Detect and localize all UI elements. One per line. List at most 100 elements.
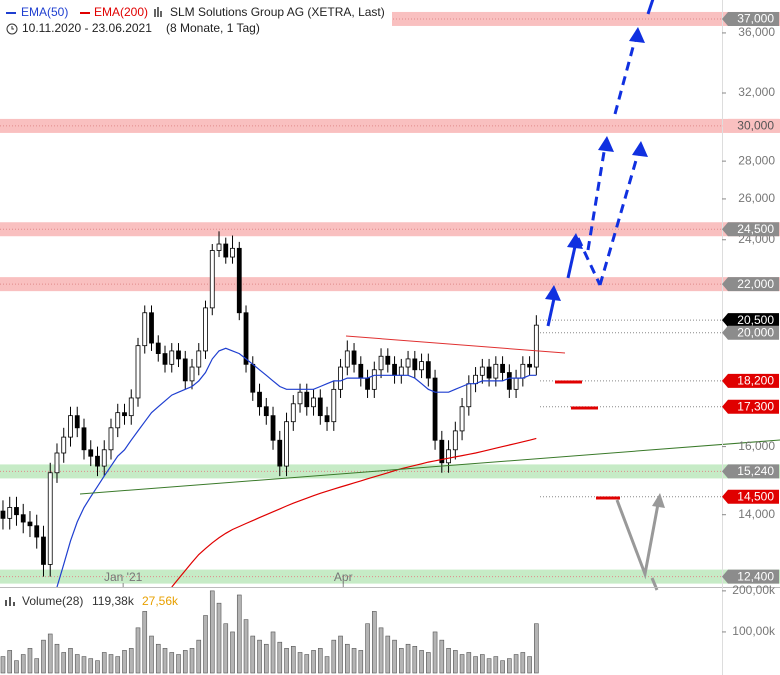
candle-body [527,363,532,368]
candle-body [520,363,526,379]
volume-bar [304,654,310,674]
volume-bar [203,615,208,674]
candle-body [34,525,40,538]
level-box [722,489,779,504]
volume-bar [344,643,350,674]
level-label: 24,500 [737,222,774,236]
candle-body [412,358,418,371]
candle-body [128,397,134,417]
volume-bar [61,652,67,674]
candle-body [203,307,208,352]
candle-body [270,415,276,441]
candle-body [74,415,80,429]
candle-body [182,358,188,382]
candle-body [351,350,357,365]
duration: (8 Monate, 1 Tag) [166,21,260,35]
stop-marks [555,380,620,500]
chart-title: SLM Solutions Group AG (XETRA, Last) [170,5,385,19]
volume-average: 27,56k [142,594,179,608]
volume-bar [176,654,181,674]
candle-body [479,366,485,376]
y-tick-label: 32,000 [738,85,775,99]
volume-bar [162,648,168,674]
level-box [722,464,779,479]
volume-bar [182,650,188,674]
volume-bar [520,652,526,674]
volume-bar [473,656,478,674]
level-box [722,277,779,292]
volume-bar [243,619,249,674]
volume-bar [358,650,364,674]
volume-bar [263,643,269,674]
candle-body [115,412,121,429]
forecast-arrows [546,0,655,327]
volume-bar [14,660,19,674]
candle-body [108,427,114,451]
x-tick-label: Apr [334,570,353,584]
volume-bar [236,594,242,674]
volume-bar [338,635,343,674]
clock-hand [11,26,14,30]
candle-body [378,355,384,371]
x-tick-label: Jan '21 [104,570,143,584]
volume-bar [74,654,80,674]
candle-body [68,415,73,438]
volume-bar [392,639,397,674]
volume-bar [209,590,215,674]
legend-label: EMA(200) [94,5,148,19]
volume-bar [513,654,519,674]
candle-body [385,355,391,365]
volume-bar [378,627,384,674]
volume-bar [0,656,6,674]
volume-bar [453,650,458,674]
volume-bar [135,627,141,674]
volume-bar [7,650,13,674]
volume-bar [480,654,485,674]
volume-bar [108,654,114,674]
volume-bar [324,656,330,674]
volume-bar [493,656,499,674]
level-box [722,313,779,328]
candle-body [297,391,303,405]
level-box [722,399,779,414]
level-bands [0,11,780,584]
level-label: 37,000 [737,12,774,26]
arrow-heads [545,27,648,301]
header: EMA(50) EMA(200) SLM Solutions Group AG … [6,5,385,35]
level-box [722,325,779,340]
volume-bar [54,643,60,674]
candle-body [88,449,94,457]
volume-value: 119,38k [92,594,135,608]
y-tick-label: 16,000 [738,439,775,453]
candle-body [324,415,330,423]
candle-body [176,350,181,360]
level-box [722,11,779,26]
candle-body [0,510,6,519]
volume-bar [405,643,411,674]
volume-bar [81,656,87,674]
ema-line [171,437,537,588]
volume-bar [149,635,154,674]
volume-bar [68,648,73,674]
volume-bar [297,652,303,674]
candle-body [317,397,323,417]
volume-bar [27,648,33,674]
volume-bar [115,656,121,674]
volume-bar [270,631,276,674]
candle-body [257,391,262,408]
level-label: 18,200 [737,374,774,388]
candle-body [500,363,505,373]
trend-line [345,335,566,354]
volume-bar [277,641,283,674]
candle-body [405,358,411,368]
volume-bar [351,648,357,674]
candle-body [155,342,161,354]
volume-bar [257,639,262,674]
volume-bar [142,611,148,674]
candle-body [398,366,404,376]
candle-body [371,369,377,390]
level-label: 12,400 [737,569,774,583]
candle-body [263,406,269,417]
volume-bar [216,602,222,674]
